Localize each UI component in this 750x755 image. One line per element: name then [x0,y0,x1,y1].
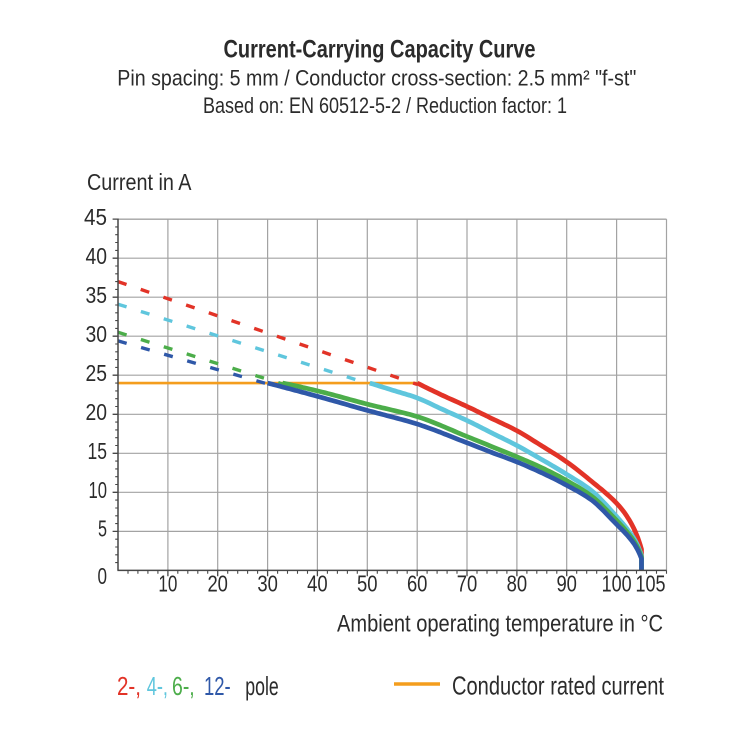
svg-text:60: 60 [407,571,428,597]
svg-text:45: 45 [84,204,107,230]
svg-text:Pin spacing: 5 mm / Conductor: Pin spacing: 5 mm / Conductor cross-sect… [117,66,636,91]
svg-text:4-,: 4-, [147,671,168,701]
svg-text:50: 50 [357,571,378,597]
svg-text:35: 35 [86,282,108,308]
svg-text:40: 40 [86,243,108,269]
svg-text:15: 15 [88,438,108,464]
svg-text:90: 90 [556,571,577,597]
svg-text:6-,: 6-, [172,671,195,701]
svg-text:0: 0 [98,563,108,589]
svg-text:10: 10 [158,571,177,597]
svg-text:30: 30 [86,321,108,347]
svg-text:pole: pole [245,671,278,701]
svg-text:Conductor rated current: Conductor rated current [452,671,665,701]
svg-text:70: 70 [457,571,478,597]
svg-text:100: 100 [602,571,632,597]
svg-text:40: 40 [307,571,328,597]
svg-text:80: 80 [507,571,528,597]
svg-text:Current-Carrying Capacity Curv: Current-Carrying Capacity Curve [224,36,536,64]
svg-text:30: 30 [257,571,278,597]
svg-text:5: 5 [98,516,107,542]
svg-text:20: 20 [207,571,228,597]
svg-text:12-: 12- [204,671,231,701]
svg-text:10: 10 [89,477,108,503]
svg-text:25: 25 [86,360,108,386]
svg-text:Ambient operating temperature: Ambient operating temperature in °C [337,611,663,638]
svg-text:2-,: 2-, [117,671,141,701]
svg-text:20: 20 [86,399,108,425]
svg-text:105: 105 [636,571,666,597]
svg-text:Current in A: Current in A [87,169,192,195]
svg-text:Based on: EN 60512-5-2 / Reduc: Based on: EN 60512-5-2 / Reduction facto… [203,93,567,118]
